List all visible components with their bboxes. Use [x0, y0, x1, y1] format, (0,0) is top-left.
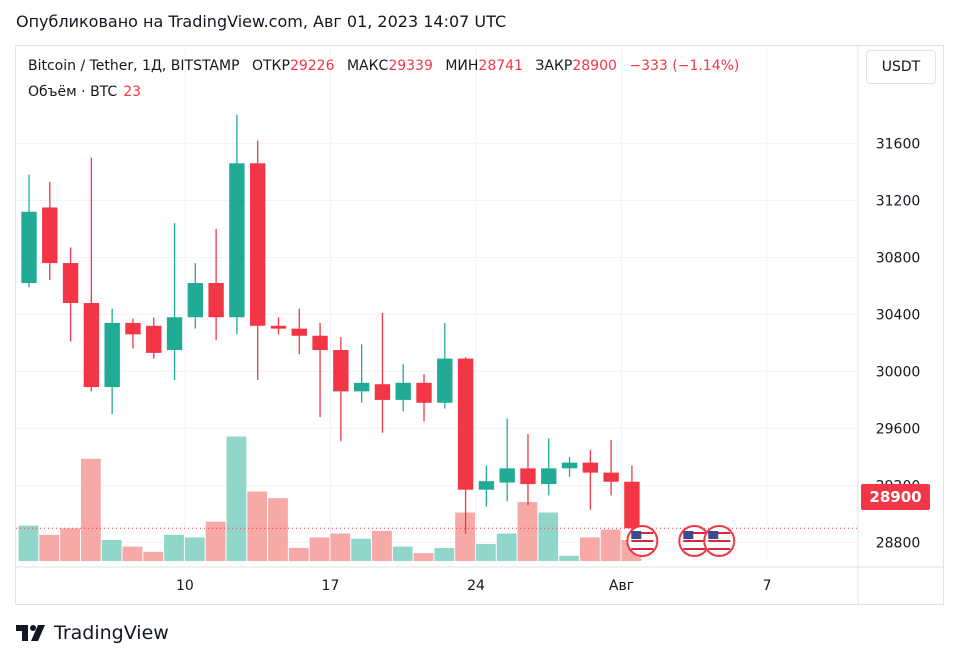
volume-bar: [60, 528, 80, 561]
high-label: МАКС: [346, 58, 389, 74]
volume-bar: [309, 537, 330, 561]
volume-bar: [18, 525, 39, 561]
candle-body: [603, 472, 619, 482]
candle-body: [457, 358, 474, 490]
volume-value: 23: [123, 84, 142, 100]
candle-body: [520, 468, 536, 485]
candle-body: [541, 468, 557, 485]
low-label: МИН: [445, 58, 479, 74]
volume-bar: [579, 537, 600, 561]
candle-body: [229, 163, 245, 318]
us-flag-icon[interactable]: [678, 525, 711, 557]
y-tick-label: 30400: [876, 307, 921, 323]
y-tick-label: 28800: [876, 535, 921, 551]
candle-body: [437, 358, 453, 403]
volume-bar: [143, 551, 164, 561]
volume-bar: [517, 502, 538, 561]
volume-bar: [538, 512, 559, 561]
candle-body: [166, 317, 183, 351]
candle-body: [416, 382, 432, 403]
candle-body: [62, 263, 79, 303]
published-caption: Опубликовано на TradingView.com, Авг 01,…: [16, 12, 507, 31]
volume-bar: [164, 534, 184, 561]
candle-body: [21, 211, 37, 284]
y-tick-label: 29600: [876, 421, 921, 437]
y-tick-label: 30800: [876, 250, 921, 266]
change-value: −333 (−1.14%): [629, 58, 740, 74]
volume-bar: [600, 529, 621, 561]
candle-body: [42, 207, 58, 264]
candle-body: [187, 283, 204, 318]
candle-body: [374, 384, 391, 400]
close-label: ЗАКР: [535, 58, 573, 74]
high-value: 29339: [388, 58, 433, 74]
candle-body: [270, 325, 287, 329]
volume-bar: [226, 436, 247, 561]
volume-bar: [288, 547, 309, 561]
candle-body: [624, 481, 640, 529]
volume-bar: [413, 553, 434, 561]
volume-bar: [101, 540, 122, 561]
candle-body: [125, 322, 141, 335]
volume-bar: [330, 533, 351, 561]
volume-bar: [205, 521, 226, 561]
volume-bar: [496, 533, 517, 561]
symbol-title[interactable]: Bitcoin / Tether, 1Д, BITSTAMP: [28, 58, 240, 74]
candle-body: [561, 462, 578, 469]
volume-bar: [434, 547, 455, 561]
candle-body: [582, 462, 599, 473]
volume-bar: [475, 543, 496, 561]
candle-body: [146, 325, 162, 353]
low-value: 28741: [478, 58, 523, 74]
candle-body: [395, 382, 411, 400]
candle-body: [83, 302, 100, 388]
tradingview-logo-icon: [16, 625, 45, 641]
candle-body: [291, 328, 307, 336]
volume-bar: [39, 534, 60, 561]
volume-bar: [122, 546, 143, 561]
volume-bar: [268, 498, 288, 561]
volume-bar: [80, 458, 101, 561]
candle-body: [333, 350, 349, 392]
footer-brand[interactable]: TradingView: [16, 622, 169, 644]
close-value: 28900: [572, 58, 617, 74]
volume-bar: [351, 538, 372, 561]
open-label: ОТКР: [251, 58, 290, 74]
candle-body: [249, 163, 266, 326]
chart-frame: [15, 45, 944, 605]
volume-bar: [392, 546, 413, 561]
y-tick-label: 30000: [876, 364, 921, 380]
footer-brand-label: TradingView: [54, 622, 169, 644]
candle-body: [478, 481, 495, 490]
last-price-tag: 28900: [861, 484, 930, 510]
x-tick-label: 17: [322, 578, 340, 594]
x-tick-label: 10: [176, 578, 194, 594]
volume-label[interactable]: Объём · BTC: [28, 84, 118, 100]
volume-bar: [455, 512, 475, 561]
candle-body: [208, 283, 224, 318]
candle-body: [312, 335, 328, 351]
candle-body: [499, 468, 515, 483]
volume-legend: Объём · BTC 23: [28, 84, 141, 100]
us-flag-icon[interactable]: [703, 525, 736, 557]
open-value: 29226: [289, 58, 335, 74]
x-tick-label: 7: [763, 578, 772, 594]
x-tick-label: Авг: [609, 578, 634, 594]
candle-body: [104, 322, 120, 388]
currency-button[interactable]: USDT: [866, 50, 936, 84]
volume-bar: [372, 530, 392, 561]
us-flag-icon[interactable]: [626, 525, 659, 557]
y-tick-label: 31200: [876, 193, 921, 209]
volume-bar: [247, 491, 268, 561]
volume-bar: [559, 555, 579, 561]
y-tick-label: 31600: [876, 136, 921, 152]
volume-bar: [184, 537, 205, 561]
candle-body: [353, 382, 370, 392]
x-tick-label: 24: [467, 578, 485, 594]
ohlc-legend: Bitcoin / Tether, 1Д, BITSTAMP ОТКР29226…: [28, 58, 739, 74]
